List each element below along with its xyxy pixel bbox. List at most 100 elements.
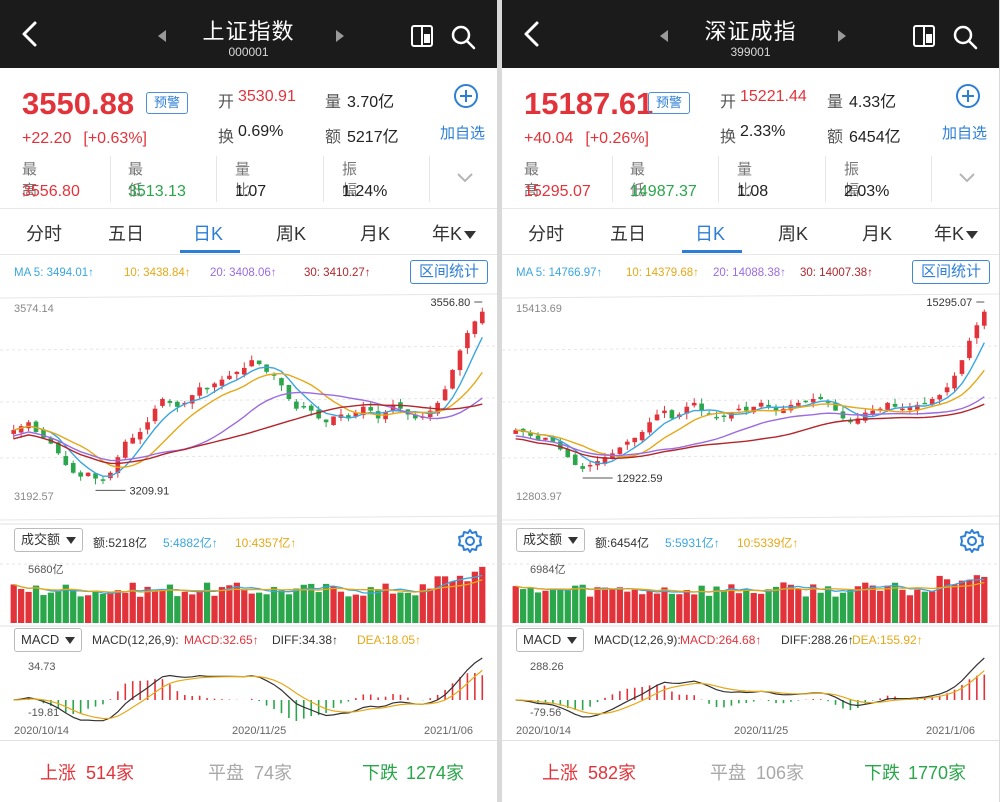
candle-body xyxy=(833,402,838,411)
candle-body xyxy=(301,406,307,408)
volume-bar xyxy=(914,589,921,623)
volume-indicator-select[interactable]: 成交额 xyxy=(14,528,83,552)
volume-ma10-line xyxy=(515,581,985,593)
macd-histogram xyxy=(20,672,484,721)
back-arrow-icon[interactable] xyxy=(520,20,546,48)
volume-indicator-select[interactable]: 成交额 xyxy=(516,528,585,552)
price-alert-button[interactable]: 预警 xyxy=(648,92,690,114)
volume-bar xyxy=(114,590,121,623)
dea-value: DEA:155.92↑ xyxy=(852,633,923,647)
amount-label: 额 xyxy=(325,129,342,146)
tab-yearly-k[interactable]: 年K xyxy=(432,220,477,246)
volume-bar xyxy=(337,591,345,623)
kline-chart[interactable]: 3574.14 3192.57 3556.80 3209.91 5680亿 34.73 -1… xyxy=(0,290,497,740)
settings-gear-icon[interactable] xyxy=(457,528,483,554)
tab-daily-k[interactable]: 日K xyxy=(695,224,726,244)
gridline xyxy=(0,397,497,403)
previous-index-icon[interactable] xyxy=(660,30,668,42)
tab-intraday[interactable]: 分时 xyxy=(26,224,62,244)
next-index-icon[interactable] xyxy=(336,30,344,42)
tab-five-day[interactable]: 五日 xyxy=(108,224,144,244)
volume-bar xyxy=(218,587,226,623)
range-stats-button[interactable]: 区间统计 xyxy=(912,260,990,284)
volume-bar xyxy=(616,587,623,623)
search-icon[interactable] xyxy=(450,24,476,50)
volume-bar xyxy=(668,593,676,623)
candle-body xyxy=(241,367,247,375)
tab-weekly-k[interactable]: 周K xyxy=(778,224,809,244)
macd-indicator-label: MACD xyxy=(523,632,562,647)
volume-header: 成交额 额:5218亿 5:4882亿↑ 10:4357亿↑ xyxy=(0,528,497,554)
macd-indicator-select[interactable]: MACD xyxy=(516,628,584,652)
fall-label: 下跌 xyxy=(362,763,398,783)
volume-bar xyxy=(315,592,322,623)
amount-value: 5217亿 xyxy=(347,129,399,146)
tab-monthly-k[interactable]: 月K xyxy=(862,224,893,244)
volume-bar xyxy=(70,589,77,623)
tab-five-day[interactable]: 五日 xyxy=(610,224,646,244)
layout-switch-icon[interactable] xyxy=(912,24,938,48)
change-amount: +22.20 xyxy=(22,130,72,147)
volume-bar xyxy=(449,581,456,623)
tab-yearly-k[interactable]: 年K xyxy=(934,220,979,246)
candle-body xyxy=(442,389,448,401)
gridline xyxy=(0,515,497,521)
date-end: 2021/1/06 xyxy=(926,725,975,737)
search-icon[interactable] xyxy=(952,24,978,50)
dropdown-icon xyxy=(567,537,578,545)
candle-body xyxy=(137,431,143,440)
volume-label: 量 xyxy=(325,94,342,111)
range-stats-button[interactable]: 区间统计 xyxy=(410,260,488,284)
layout-switch-icon[interactable] xyxy=(410,24,436,48)
turnover-value: 0.69% xyxy=(238,123,284,140)
ma20-value: 20: 3408.06↑ xyxy=(210,267,277,279)
axis-top-label: 15413.69 xyxy=(516,303,562,315)
axis-bottom-label: 12803.97 xyxy=(516,491,562,503)
volume-bar xyxy=(810,584,817,623)
date-axis: 2020/10/14 2020/11/25 2021/1/06 xyxy=(0,725,497,739)
volume-bar xyxy=(795,588,802,623)
add-watchlist-button[interactable]: 加自选 xyxy=(440,125,486,142)
volume-bar xyxy=(728,584,735,623)
change-amount: +40.04 xyxy=(524,130,574,147)
volume-bar xyxy=(129,582,136,623)
settings-gear-icon[interactable] xyxy=(959,528,985,554)
candle-body xyxy=(840,411,846,419)
kline-chart[interactable]: 15413.69 12803.97 15295.07 12922.59 6984亿 288… xyxy=(502,290,999,740)
chevron-down-icon[interactable] xyxy=(958,172,976,184)
candle-body xyxy=(632,437,638,443)
add-watchlist-icon[interactable] xyxy=(955,83,981,109)
candle-body xyxy=(346,415,351,419)
volume-bar xyxy=(549,588,557,623)
stat-value: 1.24% xyxy=(342,183,388,200)
tab-daily-k[interactable]: 日K xyxy=(193,224,224,244)
low-marker-label: 3209.91 xyxy=(130,485,170,497)
candle-body xyxy=(907,406,913,411)
next-index-icon[interactable] xyxy=(838,30,846,42)
add-watchlist-button[interactable]: 加自选 xyxy=(942,125,988,142)
candle-body xyxy=(580,466,585,469)
volume-bar xyxy=(241,589,248,623)
tab-monthly-k[interactable]: 月K xyxy=(360,224,391,244)
stat-value: 14987.37 xyxy=(630,183,697,200)
previous-index-icon[interactable] xyxy=(158,30,166,42)
top-bar: 上证指数 000001 xyxy=(0,0,497,68)
volume-bar xyxy=(877,590,884,623)
chevron-down-icon[interactable] xyxy=(456,172,474,184)
back-arrow-icon[interactable] xyxy=(18,20,44,48)
gridline xyxy=(502,397,999,403)
price-alert-button[interactable]: 预警 xyxy=(146,92,188,114)
ma10-line xyxy=(13,371,483,469)
low-marker-label: 12922.59 xyxy=(617,473,663,485)
diff-value: DIFF:34.38↑ xyxy=(272,633,339,647)
add-watchlist-icon[interactable] xyxy=(453,83,479,109)
candle-body xyxy=(160,399,165,406)
volume-bar xyxy=(441,576,449,623)
volume-bar xyxy=(527,587,534,623)
ma30-line xyxy=(515,403,985,460)
macd-indicator-select[interactable]: MACD xyxy=(14,628,82,652)
volume-bar xyxy=(196,591,203,623)
tab-intraday[interactable]: 分时 xyxy=(528,224,564,244)
tab-weekly-k[interactable]: 周K xyxy=(276,224,307,244)
macd-value: MACD:264.68↑ xyxy=(680,633,762,647)
